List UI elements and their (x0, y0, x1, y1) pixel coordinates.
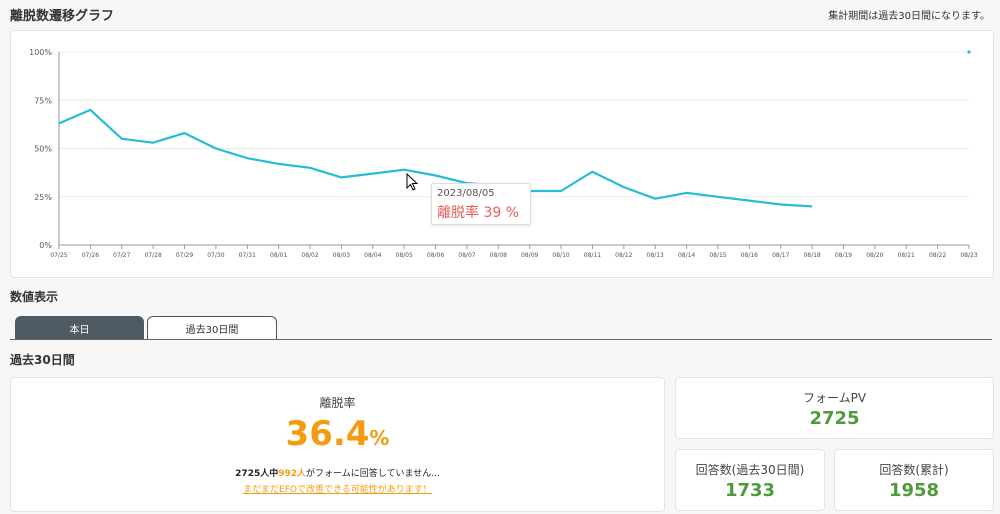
x-tick-label: 07/29 (176, 252, 193, 259)
y-tick-label: 100% (29, 48, 52, 57)
chart-title: 離脱数遷移グラフ (10, 9, 115, 24)
x-tick-label: 08/15 (709, 252, 726, 259)
x-tick-label: 08/23 (960, 252, 977, 259)
x-tick-label: 08/13 (647, 252, 664, 259)
x-tick-label: 07/26 (82, 252, 99, 259)
x-tick-label: 08/03 (333, 252, 350, 259)
tab-today[interactable]: 本日 (15, 316, 144, 340)
x-tick-label: 07/27 (113, 252, 130, 259)
answers-total-card: 回答数(累計) 1958 (834, 449, 994, 511)
chart-svg: 0% 25% 50% 75% 100% 07/25 07/26 07/27 07/28 07/29… (29, 48, 978, 259)
x-tick-label: 08/20 (866, 252, 883, 259)
numeric-display-heading: 数値表示 (10, 290, 59, 304)
abandon-rate-label: 離脱率 (319, 396, 356, 410)
answers-30-days-value: 1733 (724, 480, 776, 501)
x-tick-label: 08/04 (364, 252, 381, 259)
tab-divider (10, 339, 992, 340)
x-tick-label: 07/31 (239, 252, 256, 259)
abandon-rate-number: 36.4 (285, 414, 370, 454)
x-tick-label: 08/11 (584, 252, 601, 259)
line-chart: 0% 25% 50% 75% 100% 07/25 07/26 07/27 07/28 07/29… (10, 30, 994, 278)
x-tick-label: 08/09 (521, 252, 538, 259)
period-heading: 過去30日間 (10, 353, 75, 367)
x-tick-label: 08/14 (678, 252, 695, 259)
answers-30-days-card: 回答数(過去30日間) 1733 (675, 449, 825, 511)
y-tick-label: 50% (34, 145, 52, 154)
x-tick-label: 07/30 (207, 252, 224, 259)
x-tick-label: 07/25 (50, 252, 67, 259)
x-tick-label: 08/05 (396, 252, 413, 259)
abandon-tail: がフォームに回答していません... (306, 469, 440, 479)
left-visitors: 992人 (278, 469, 307, 479)
x-tick-label: 07/28 (144, 252, 161, 259)
x-tick-label: 08/02 (301, 252, 318, 259)
answers-total-value: 1958 (888, 480, 940, 501)
total-suffix: 人中 (260, 469, 279, 479)
tooltip-date: 2023/08/05 (437, 188, 495, 199)
x-tick-label: 08/21 (898, 252, 915, 259)
x-tick-label: 08/08 (490, 252, 507, 259)
tab-past-30-days[interactable]: 過去30日間 (147, 316, 277, 340)
abandon-rate-card: 離脱率 36.4% 2725人中992人がフォームに回答していません... まだ… (10, 377, 665, 512)
x-tick-label: 08/16 (741, 252, 758, 259)
abandon-rate-value: 36.4% (11, 414, 664, 454)
y-tick-label: 0% (39, 241, 52, 250)
form-pv-value: 2725 (809, 408, 860, 429)
x-tick-label: 08/22 (929, 252, 946, 259)
x-tick-label: 08/01 (270, 252, 287, 259)
chart-tooltip: 2023/08/05 離脱率 39 % (431, 183, 531, 225)
y-tick-label: 75% (34, 96, 52, 105)
mouse-cursor-icon (406, 173, 419, 191)
efo-improvement-link[interactable]: まだまだEFOで改善できる可能性があります！ (243, 485, 432, 495)
data-point (967, 50, 971, 54)
x-tick-label: 08/07 (458, 252, 475, 259)
abandon-detail: 2725人中992人がフォームに回答していません... (11, 466, 664, 479)
answers-30-days-label: 回答数(過去30日間) (695, 463, 805, 477)
x-tick-label: 08/19 (835, 252, 852, 259)
form-pv-card: フォームPV 2725 (675, 377, 994, 439)
period-note: 集計期間は過去30日間になります。 (828, 11, 990, 22)
x-tick-label: 08/06 (427, 252, 444, 259)
x-tick-label: 08/17 (772, 252, 789, 259)
total-visitors: 2725 (235, 469, 261, 479)
x-tick-label: 08/18 (803, 252, 820, 259)
form-pv-label: フォームPV (802, 391, 867, 405)
abandon-rate-unit: % (369, 426, 390, 450)
x-tick-label: 08/10 (552, 252, 569, 259)
answers-total-label: 回答数(累計) (879, 463, 949, 477)
y-tick-label: 25% (34, 193, 52, 202)
tooltip-value: 離脱率 39 % (437, 205, 520, 221)
x-tick-label: 08/12 (615, 252, 632, 259)
